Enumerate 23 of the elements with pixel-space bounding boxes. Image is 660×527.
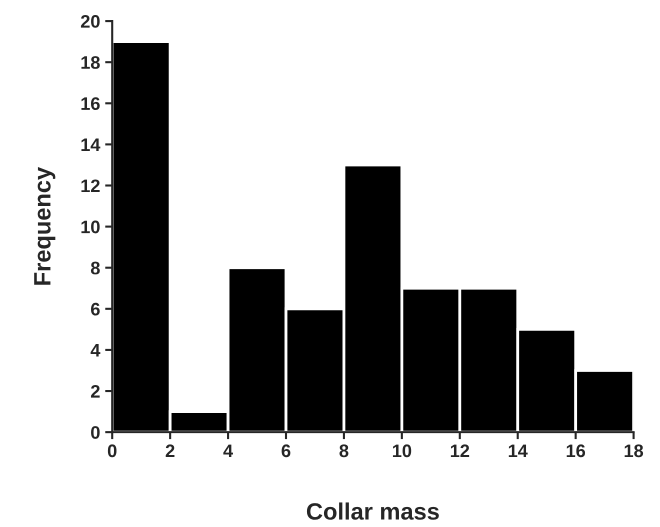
- y-tick-label: 8: [90, 262, 100, 274]
- x-axis-title: Collar mass: [306, 502, 439, 520]
- y-tick-label: 0: [91, 426, 100, 439]
- x-tick-label: 6: [282, 444, 290, 458]
- x-tick-label: 16: [566, 444, 586, 458]
- y-tick-label: 12: [81, 179, 100, 192]
- y-axis-title: Frequency: [34, 167, 56, 285]
- x-tick-label: 0: [108, 444, 116, 458]
- x-tick-label: 4: [223, 444, 233, 458]
- x-tick-label: 18: [624, 444, 644, 458]
- y-tick-label: 6: [91, 302, 100, 316]
- y-tick-label: 16: [81, 97, 100, 110]
- x-tick-label: 14: [508, 444, 528, 458]
- y-tick-label: 4: [90, 344, 100, 356]
- y-tick-label: 2: [90, 384, 100, 398]
- y-tick-label: 20: [80, 15, 100, 28]
- x-tick-label: 8: [339, 444, 348, 458]
- x-tick-label: 2: [166, 444, 174, 458]
- x-tick-label: 12: [450, 444, 470, 458]
- y-tick-label: 10: [81, 220, 100, 234]
- y-tick-label: 14: [81, 138, 100, 151]
- x-tick-label: 10: [392, 444, 412, 458]
- y-tick-label: 18: [81, 56, 100, 69]
